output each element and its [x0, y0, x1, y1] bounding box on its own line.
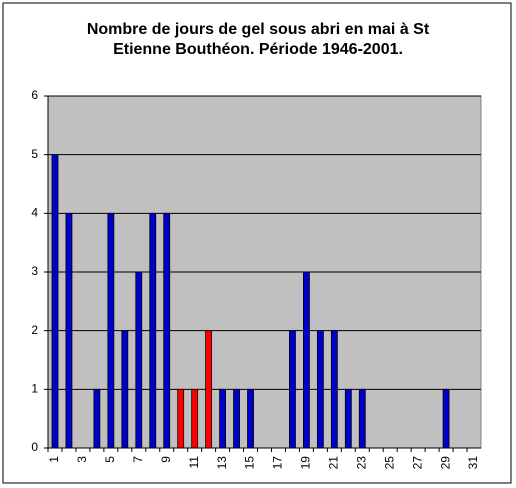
bar [303, 271, 310, 449]
bar [219, 388, 226, 449]
chart-title: Etienne Bouthéon. Période 1946-2001. [113, 41, 403, 58]
bar [442, 388, 450, 449]
x-tick-label: 19 [299, 456, 313, 470]
y-tick-label: 1 [31, 382, 38, 396]
bar [149, 212, 157, 449]
x-tick-label: 27 [410, 456, 424, 470]
bar [135, 271, 143, 449]
y-tick-label: 5 [31, 147, 38, 161]
y-tick-label: 2 [31, 323, 38, 337]
bar [247, 388, 254, 449]
bar [289, 330, 296, 449]
bar [163, 212, 171, 449]
x-tick-label: 13 [215, 456, 229, 470]
bar [121, 330, 129, 449]
bar [233, 388, 240, 449]
x-tick-label: 11 [187, 456, 201, 469]
x-tick-label: 9 [159, 456, 173, 463]
bar [177, 388, 185, 449]
x-tick-label: 29 [438, 456, 452, 470]
bar [344, 388, 352, 449]
x-tick-label: 25 [382, 456, 396, 470]
x-tick-label: 1 [47, 456, 61, 463]
bar [51, 154, 59, 449]
y-tick-label: 4 [31, 206, 38, 220]
bar [191, 388, 199, 449]
bar [358, 388, 366, 449]
bar [316, 330, 324, 449]
chart-title: Nombre de jours de gel sous abri en mai … [87, 21, 430, 38]
x-tick-label: 3 [75, 456, 89, 463]
x-tick-label: 5 [103, 456, 117, 463]
x-tick-label: 15 [243, 456, 257, 470]
x-tick-label: 7 [131, 456, 145, 463]
x-tick-label: 23 [354, 456, 368, 470]
bar [93, 388, 101, 449]
x-tick-label: 17 [271, 456, 285, 470]
x-tick-label: 21 [327, 456, 341, 470]
y-tick-label: 6 [31, 88, 38, 102]
bar [107, 212, 115, 449]
x-tick-label: 31 [466, 456, 480, 470]
y-tick-label: 3 [31, 264, 38, 278]
bar [65, 212, 73, 449]
y-tick-label: 0 [31, 440, 38, 454]
bar [205, 330, 213, 449]
bar [330, 330, 338, 449]
